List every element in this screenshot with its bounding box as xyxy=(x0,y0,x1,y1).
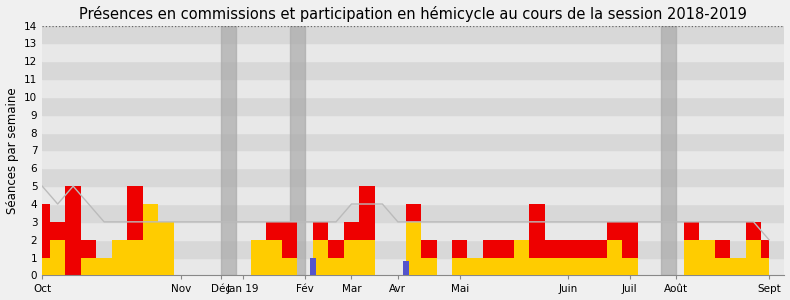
Bar xyxy=(42,26,784,44)
Bar xyxy=(660,26,676,275)
Bar xyxy=(42,168,784,186)
Bar xyxy=(42,97,784,115)
Bar xyxy=(42,151,784,168)
Bar xyxy=(403,261,408,275)
Bar xyxy=(290,26,305,275)
Bar xyxy=(310,258,316,275)
Bar xyxy=(42,133,784,151)
Bar xyxy=(42,204,784,222)
Title: Présences en commissions et participation en hémicycle au cours de la session 20: Présences en commissions et participatio… xyxy=(80,6,747,22)
Bar xyxy=(42,222,784,240)
Y-axis label: Séances par semaine: Séances par semaine xyxy=(6,87,18,214)
Bar xyxy=(42,258,784,275)
Bar xyxy=(42,186,784,204)
Bar xyxy=(221,26,236,275)
Bar xyxy=(42,44,784,61)
Bar xyxy=(42,240,784,258)
Bar xyxy=(42,61,784,79)
Bar xyxy=(42,115,784,133)
Bar xyxy=(42,79,784,97)
